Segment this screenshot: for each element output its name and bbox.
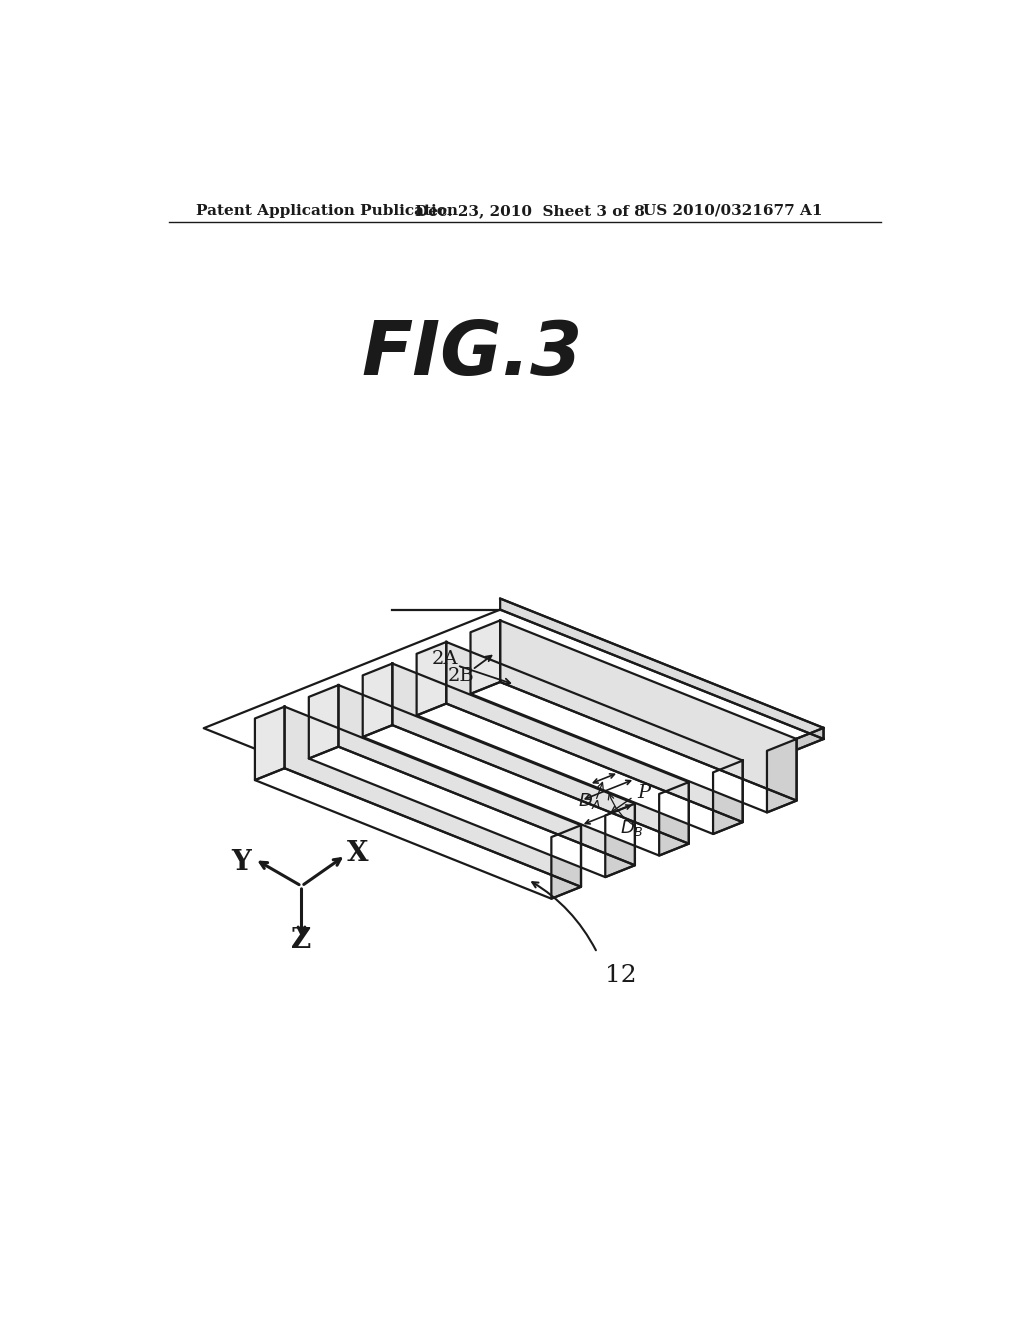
Polygon shape	[309, 685, 339, 759]
Text: US 2010/0321677 A1: US 2010/0321677 A1	[643, 203, 822, 218]
Polygon shape	[470, 682, 797, 812]
Polygon shape	[551, 825, 581, 899]
Polygon shape	[659, 781, 689, 855]
Polygon shape	[339, 685, 635, 866]
Text: 12: 12	[605, 965, 637, 987]
Text: $D_B$: $D_B$	[620, 817, 643, 837]
Polygon shape	[470, 620, 500, 694]
Text: Patent Application Publication: Patent Application Publication	[196, 203, 458, 218]
Text: P: P	[637, 784, 650, 801]
Polygon shape	[255, 706, 285, 780]
Polygon shape	[255, 768, 581, 899]
Text: X: X	[347, 840, 369, 867]
Polygon shape	[527, 727, 823, 858]
Text: $D_A$: $D_A$	[578, 791, 601, 810]
Polygon shape	[767, 739, 797, 812]
Text: Z: Z	[292, 927, 311, 954]
Polygon shape	[500, 598, 823, 739]
Text: FIG.3: FIG.3	[361, 318, 583, 391]
Polygon shape	[362, 664, 392, 737]
Polygon shape	[392, 664, 689, 843]
Text: Y: Y	[231, 850, 251, 876]
Polygon shape	[204, 610, 823, 858]
Polygon shape	[417, 642, 446, 715]
Polygon shape	[500, 620, 797, 800]
Polygon shape	[309, 747, 635, 876]
Polygon shape	[446, 642, 742, 822]
Text: 2A: 2A	[432, 651, 458, 668]
Text: Dec. 23, 2010  Sheet 3 of 8: Dec. 23, 2010 Sheet 3 of 8	[416, 203, 645, 218]
Text: 2B: 2B	[447, 667, 474, 685]
Polygon shape	[713, 760, 742, 834]
Polygon shape	[417, 704, 742, 834]
Polygon shape	[605, 804, 635, 876]
Polygon shape	[362, 725, 689, 855]
Polygon shape	[285, 706, 581, 887]
